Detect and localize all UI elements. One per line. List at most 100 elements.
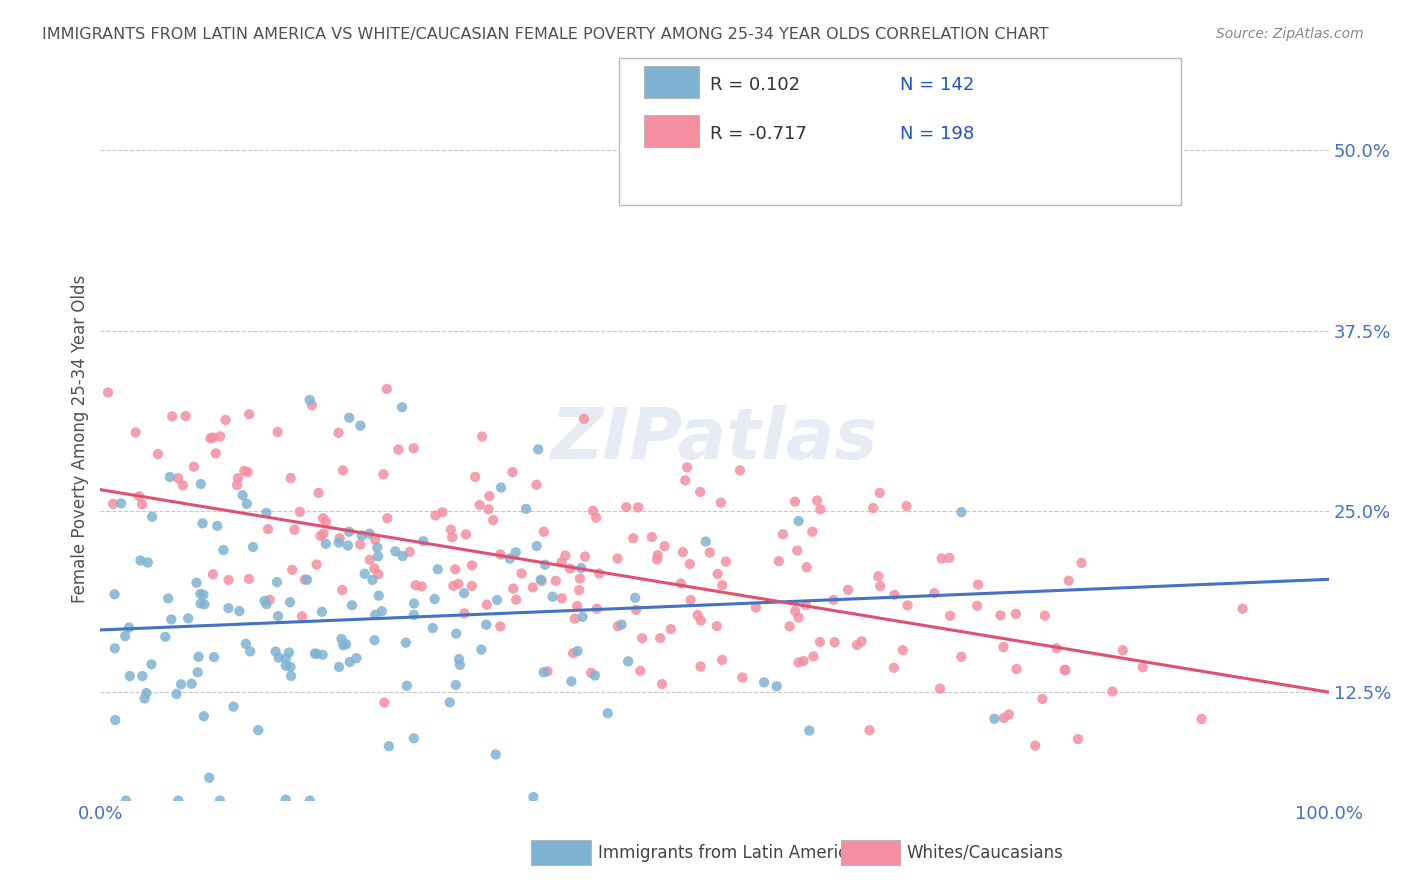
Whites/Caucasians [582,504,605,518]
Whites/Caucasians [97,385,120,400]
Whites/Caucasians [806,493,828,508]
Immigrants from Latin America [155,630,177,644]
Immigrants from Latin America [583,668,606,682]
Whites/Caucasians [489,548,512,562]
Immigrants from Latin America [367,549,389,564]
Whites/Caucasians [373,467,395,482]
Immigrants from Latin America [412,534,434,549]
Whites/Caucasians [787,610,810,624]
Whites/Caucasians [869,486,891,500]
Whites/Caucasians [444,562,467,576]
Whites/Caucasians [281,563,304,577]
Text: ZIPatlas: ZIPatlas [551,405,879,474]
Immigrants from Latin America [305,647,328,661]
Whites/Caucasians [283,523,305,537]
Immigrants from Latin America [190,587,212,601]
Immigrants from Latin America [278,646,301,660]
Immigrants from Latin America [489,481,512,495]
Whites/Caucasians [823,593,845,607]
Whites/Caucasians [785,604,807,618]
Whites/Caucasians [526,477,548,491]
Immigrants from Latin America [950,505,973,519]
Whites/Caucasians [794,598,817,612]
Immigrants from Latin America [332,638,354,652]
Whites/Caucasians [967,577,990,591]
Whites/Caucasians [1053,663,1076,677]
Immigrants from Latin America [160,612,183,626]
Whites/Caucasians [550,591,572,606]
Whites/Caucasians [375,382,398,396]
Immigrants from Latin America [311,648,333,662]
Immigrants from Latin America [363,633,385,648]
Whites/Caucasians [398,545,420,559]
Immigrants from Latin America [104,641,127,656]
Whites/Caucasians [676,460,699,475]
Whites/Caucasians [728,463,751,477]
Immigrants from Latin America [157,591,180,606]
Immigrants from Latin America [328,660,350,674]
Whites/Caucasians [131,497,153,511]
Immigrants from Latin America [799,723,821,738]
Whites/Caucasians [641,530,664,544]
Whites/Caucasians [377,511,399,525]
Immigrants from Latin America [187,665,209,680]
Whites/Caucasians [1070,556,1092,570]
Whites/Caucasians [554,549,576,563]
Immigrants from Latin America [207,519,229,533]
Whites/Caucasians [711,653,734,667]
Whites/Caucasians [475,598,498,612]
Whites/Caucasians [218,573,240,587]
Whites/Caucasians [146,447,169,461]
Immigrants from Latin America [339,655,361,669]
Whites/Caucasians [1191,712,1213,726]
Whites/Caucasians [373,696,395,710]
Immigrants from Latin America [526,539,548,553]
Immigrants from Latin America [256,597,278,611]
Immigrants from Latin America [266,575,288,590]
Whites/Caucasians [461,558,484,573]
Whites/Caucasians [786,543,808,558]
Whites/Caucasians [454,527,477,541]
Whites/Caucasians [585,601,607,615]
Immigrants from Latin America [212,543,235,558]
Immigrants from Latin America [422,621,444,635]
Immigrants from Latin America [274,793,297,807]
Whites/Caucasians [686,608,709,623]
Immigrants from Latin America [610,617,633,632]
Whites/Caucasians [938,550,960,565]
Immigrants from Latin America [267,650,290,665]
Immigrants from Latin America [337,410,360,425]
Whites/Caucasians [672,545,695,559]
Whites/Caucasians [1132,660,1154,674]
Whites/Caucasians [669,576,692,591]
Whites/Caucasians [405,578,427,592]
Whites/Caucasians [768,554,790,568]
Immigrants from Latin America [446,626,468,640]
Whites/Caucasians [101,497,124,511]
Whites/Caucasians [862,501,884,516]
Whites/Caucasians [301,398,323,412]
Whites/Caucasians [364,533,387,547]
Immigrants from Latin America [453,586,475,600]
Whites/Caucasians [402,442,425,456]
Immigrants from Latin America [983,712,1005,726]
Whites/Caucasians [990,608,1012,623]
Whites/Caucasians [226,471,249,485]
Whites/Caucasians [461,579,484,593]
Immigrants from Latin America [236,497,259,511]
Whites/Caucasians [783,494,806,508]
Immigrants from Latin America [280,669,302,683]
Whites/Caucasians [468,498,491,512]
Immigrants from Latin America [560,674,582,689]
Whites/Caucasians [332,463,354,477]
Whites/Caucasians [689,484,711,499]
Whites/Caucasians [998,707,1021,722]
Whites/Caucasians [441,579,464,593]
Immigrants from Latin America [208,794,231,808]
Whites/Caucasians [628,664,651,678]
Whites/Caucasians [679,557,702,571]
Whites/Caucasians [238,407,260,421]
Whites/Caucasians [533,524,555,539]
Immigrants from Latin America [190,477,212,491]
Immigrants from Latin America [191,516,214,531]
